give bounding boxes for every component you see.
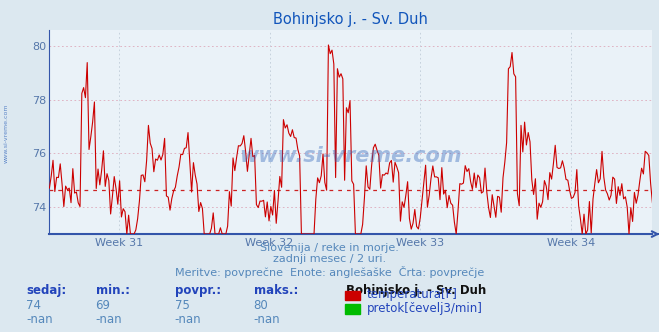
- Text: 74: 74: [26, 299, 42, 312]
- Text: -nan: -nan: [26, 313, 53, 326]
- Text: -nan: -nan: [254, 313, 280, 326]
- Text: min.:: min.:: [96, 284, 130, 297]
- Text: -nan: -nan: [96, 313, 122, 326]
- Text: pretok[čevelj3/min]: pretok[čevelj3/min]: [367, 302, 483, 315]
- Text: -nan: -nan: [175, 313, 201, 326]
- Text: sedaj:: sedaj:: [26, 284, 67, 297]
- Text: temperatura[F]: temperatura[F]: [367, 288, 458, 301]
- Text: www.si-vreme.com: www.si-vreme.com: [4, 103, 9, 163]
- Text: www.si-vreme.com: www.si-vreme.com: [240, 146, 462, 166]
- Text: Meritve: povprečne  Enote: anglešaške  Črta: povprečje: Meritve: povprečne Enote: anglešaške Črt…: [175, 266, 484, 278]
- Text: 75: 75: [175, 299, 190, 312]
- Text: Slovenija / reke in morje.: Slovenija / reke in morje.: [260, 243, 399, 253]
- Text: Bohinjsko j. - Sv. Duh: Bohinjsko j. - Sv. Duh: [346, 284, 486, 297]
- Text: zadnji mesec / 2 uri.: zadnji mesec / 2 uri.: [273, 254, 386, 264]
- Text: 69: 69: [96, 299, 111, 312]
- Text: 80: 80: [254, 299, 268, 312]
- Text: maks.:: maks.:: [254, 284, 298, 297]
- Title: Bohinjsko j. - Sv. Duh: Bohinjsko j. - Sv. Duh: [273, 12, 428, 27]
- Text: povpr.:: povpr.:: [175, 284, 221, 297]
